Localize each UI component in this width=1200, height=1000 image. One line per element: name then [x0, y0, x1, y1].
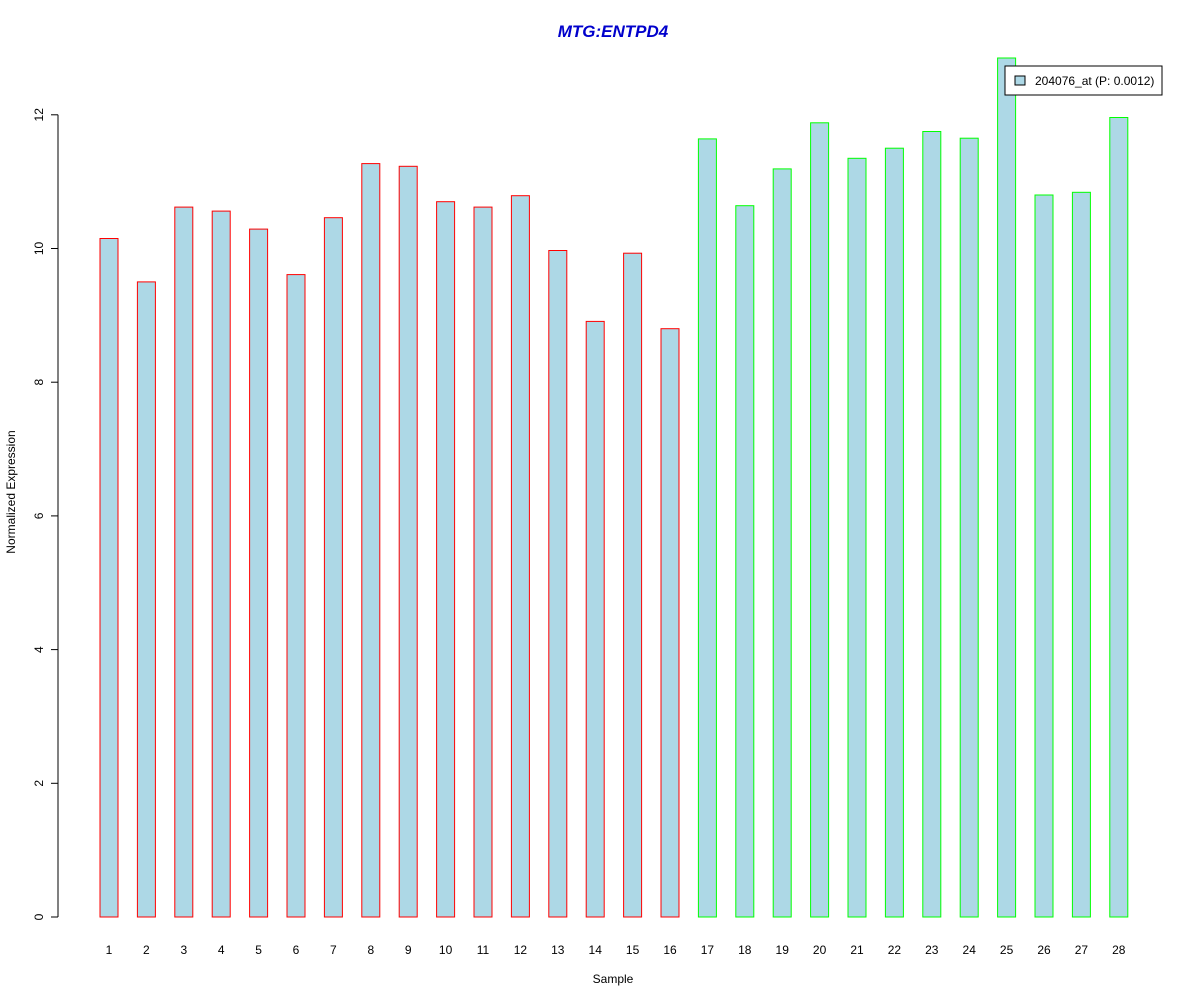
bar-sample-1: [99, 238, 119, 918]
bar-sample-27: [1071, 191, 1091, 918]
x-tick-label: 7: [330, 943, 337, 957]
bar-sample-22: [884, 147, 904, 918]
x-tick-label: 2: [143, 943, 150, 957]
bar-sample-19: [772, 168, 792, 918]
bar-sample-7: [323, 217, 343, 918]
x-tick-label: 5: [255, 943, 262, 957]
bar-sample-8: [361, 163, 381, 918]
bar-sample-26: [1034, 194, 1054, 918]
y-tick-label: 0: [32, 913, 46, 920]
bar-sample-17: [697, 138, 717, 918]
x-tick-label: 9: [405, 943, 412, 957]
x-tick-label: 13: [551, 943, 565, 957]
x-tick-label: 24: [963, 943, 977, 957]
y-axis: 0 2 4 6 8 10 12: [32, 108, 59, 920]
bar-sample-28: [1109, 117, 1129, 918]
x-tick-label: 10: [439, 943, 453, 957]
x-tick-label: 12: [514, 943, 528, 957]
x-tick-label: 16: [663, 943, 677, 957]
x-tick-label: 14: [589, 943, 603, 957]
bar-sample-23: [922, 131, 942, 918]
x-tick-label: 26: [1037, 943, 1051, 957]
legend-swatch: [1014, 75, 1026, 86]
y-tick-label: 8: [32, 379, 46, 386]
y-tick-label: 12: [32, 108, 46, 122]
x-tick-label: 27: [1075, 943, 1089, 957]
legend-label: 204076_at (P: 0.0012): [1035, 74, 1154, 88]
y-tick-label: 2: [32, 780, 46, 787]
bar-sample-14: [585, 320, 605, 918]
legend-box: [1004, 65, 1163, 96]
bar-sample-5: [249, 228, 269, 918]
bar-sample-9: [398, 165, 418, 918]
y-axis-label: Normalized Expression: [4, 430, 18, 553]
x-tick-label: 23: [925, 943, 939, 957]
x-tick-label: 4: [218, 943, 225, 957]
bar-sample-13: [548, 250, 568, 918]
x-tick-label: 8: [367, 943, 374, 957]
x-tick-label: 21: [850, 943, 864, 957]
bar-sample-2: [136, 281, 156, 918]
bar-sample-4: [211, 210, 231, 918]
bar-sample-3: [174, 206, 194, 918]
legend: 204076_at (P: 0.0012): [1004, 65, 1163, 96]
y-tick-label: 10: [32, 242, 46, 256]
bar-sample-11: [473, 206, 493, 918]
x-tick-label: 25: [1000, 943, 1014, 957]
x-tick-label: 1: [106, 943, 113, 957]
chart-title: MTG:ENTPD4: [558, 22, 669, 41]
x-tick-label: 22: [888, 943, 902, 957]
y-tick-label: 6: [32, 512, 46, 519]
x-tick-label: 19: [776, 943, 790, 957]
x-tick-label: 3: [180, 943, 187, 957]
bar-sample-25: [997, 57, 1017, 918]
bar-sample-10: [436, 201, 456, 918]
bar-sample-12: [510, 195, 530, 918]
x-axis-label: Sample: [593, 972, 634, 986]
x-tick-label: 6: [293, 943, 300, 957]
x-tick-labels: 1 2 3 4 5 6 7 8 9 10 11 12 13 14 15 16 17 18 19 20 21 22 23 24 2…: [106, 943, 1126, 957]
x-tick-label: 18: [738, 943, 752, 957]
bar-sample-15: [623, 252, 643, 918]
bar-sample-20: [810, 122, 830, 918]
bar-sample-24: [959, 137, 979, 918]
x-tick-label: 28: [1112, 943, 1126, 957]
x-tick-label: 20: [813, 943, 827, 957]
bar-sample-16: [660, 328, 680, 918]
bars-group: [99, 57, 1129, 918]
bar-sample-6: [286, 274, 306, 918]
y-tick-label: 4: [32, 646, 46, 653]
x-tick-label: 15: [626, 943, 640, 957]
bar-sample-18: [735, 205, 755, 918]
bar-sample-21: [847, 157, 867, 918]
x-tick-label: 11: [477, 943, 490, 957]
x-tick-label: 17: [701, 943, 715, 957]
